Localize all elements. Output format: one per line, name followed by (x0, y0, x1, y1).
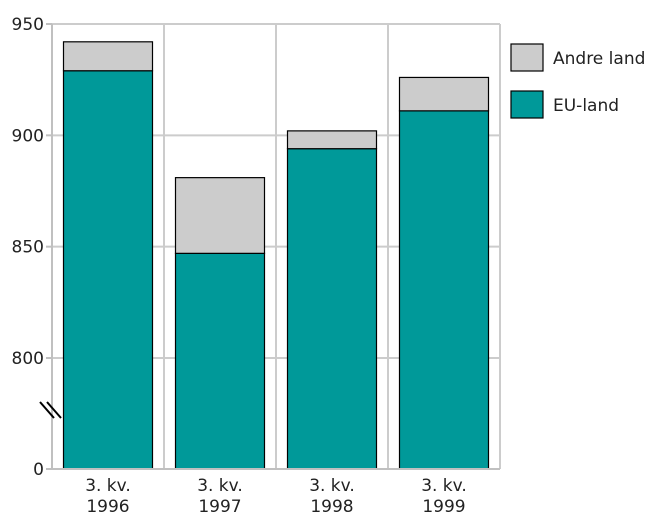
x-tick-label: 3. kv. 1998 (309, 476, 355, 517)
x-tick-label: 3. kv. 1997 (197, 476, 243, 517)
x-tick-label: 3. kv. 1999 (421, 476, 467, 517)
bars (62, 41, 490, 470)
bar-eu-land-3 (286, 148, 378, 470)
x-tick-label: 3. kv. 1996 (85, 476, 131, 517)
bar-andre-land-1 (62, 41, 154, 72)
bar-eu-land-4 (398, 110, 490, 470)
legend-swatch-andre-land (510, 43, 544, 72)
bar-andre-land-4 (398, 76, 490, 112)
axis-break-mark (46, 401, 62, 419)
bar-eu-land-2 (174, 252, 266, 470)
bar-andre-land-2 (174, 177, 266, 254)
axis-break-mark (39, 401, 55, 419)
legend-label-eu-land: EU-land (553, 96, 619, 116)
legend-label-andre-land: Andre land (553, 49, 645, 69)
y-tick-label: 900 (12, 126, 44, 146)
legend: Andre land EU-land (510, 43, 645, 119)
bar-eu-land-1 (62, 70, 154, 470)
axes: 0 800 850 900 950 3. kv. 1996 3. kv. 1997 3. kv. 1… (12, 15, 500, 517)
bar-andre-land-3 (286, 130, 378, 150)
legend-swatch-eu-land (510, 90, 544, 119)
y-tick-label: 0 (33, 460, 44, 480)
y-tick-label: 850 (12, 238, 44, 258)
y-tick-label: 950 (12, 15, 44, 35)
y-tick-label: 800 (12, 349, 44, 369)
